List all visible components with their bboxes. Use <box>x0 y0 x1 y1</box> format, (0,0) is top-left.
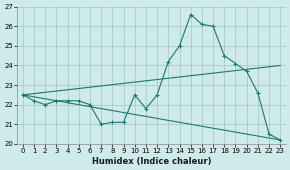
X-axis label: Humidex (Indice chaleur): Humidex (Indice chaleur) <box>92 157 211 166</box>
